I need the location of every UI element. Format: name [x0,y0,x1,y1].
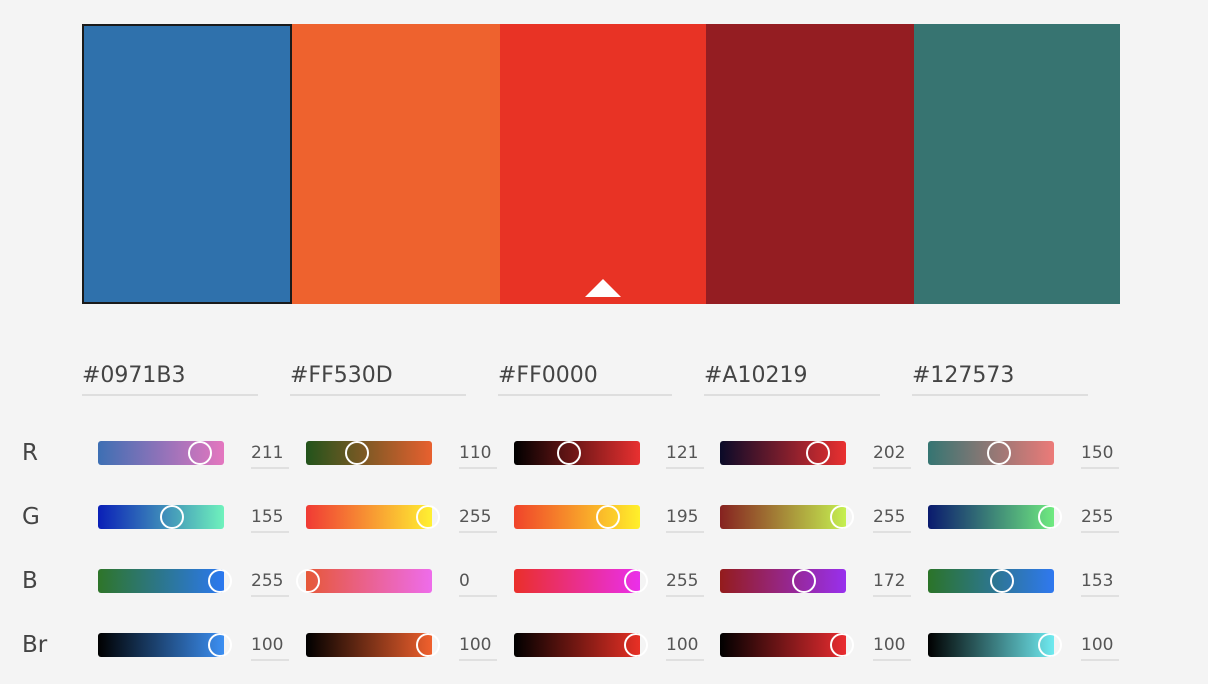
slider-b-5[interactable] [928,569,1054,593]
value-input-b-5[interactable] [1081,567,1119,597]
color-swatch-2[interactable] [292,24,500,304]
value-input-r-2[interactable] [459,439,497,469]
slider-g-3[interactable] [514,505,640,529]
color-swatch-3[interactable] [500,24,706,304]
slider-r-5[interactable] [928,441,1054,465]
hex-input-2[interactable] [290,356,466,396]
slider-thumb[interactable] [829,505,854,529]
slider-r-1[interactable] [98,441,224,465]
value-input-g-3[interactable] [666,503,704,533]
slider-b-2[interactable] [296,569,432,593]
slider-g-2[interactable] [306,505,440,529]
hex-input-5[interactable] [912,356,1088,396]
slider-b-3[interactable] [514,569,648,593]
value-input-r-3[interactable] [666,439,704,469]
color-swatch-strip [82,24,1120,304]
slider-r-3[interactable] [514,441,640,465]
value-input-b-2[interactable] [459,567,497,597]
slider-thumb[interactable] [623,569,648,593]
channel-label-br: Br [22,632,48,658]
value-input-b-4[interactable] [873,567,911,597]
slider-b-1[interactable] [98,569,232,593]
slider-thumb[interactable] [207,633,232,657]
slider-thumb[interactable] [187,441,212,465]
slider-g-4[interactable] [720,505,854,529]
value-input-g-2[interactable] [459,503,497,533]
slider-b-4[interactable] [720,569,846,593]
value-input-br-4[interactable] [873,631,911,661]
slider-thumb[interactable] [1037,633,1062,657]
value-input-g-4[interactable] [873,503,911,533]
slider-thumb[interactable] [207,569,232,593]
color-swatch-5[interactable] [914,24,1120,304]
hex-input-4[interactable] [704,356,880,396]
slider-g-5[interactable] [928,505,1062,529]
slider-thumb[interactable] [159,505,184,529]
slider-thumb[interactable] [415,505,440,529]
slider-br-2[interactable] [306,633,440,657]
value-input-br-5[interactable] [1081,631,1119,661]
slider-br-1[interactable] [98,633,232,657]
slider-br-4[interactable] [720,633,854,657]
slider-thumb[interactable] [989,569,1014,593]
slider-br-5[interactable] [928,633,1062,657]
slider-r-4[interactable] [720,441,846,465]
channel-label-g: G [22,504,40,530]
channel-label-r: R [22,440,38,466]
hex-input-3[interactable] [498,356,672,396]
value-input-r-1[interactable] [251,439,289,469]
hex-input-1[interactable] [82,356,258,396]
channel-label-b: B [22,568,38,594]
slider-thumb[interactable] [296,569,320,593]
slider-thumb[interactable] [1037,505,1062,529]
value-input-b-1[interactable] [251,567,289,597]
slider-thumb[interactable] [829,633,854,657]
value-input-r-5[interactable] [1081,439,1119,469]
slider-g-1[interactable] [98,505,224,529]
value-input-r-4[interactable] [873,439,911,469]
value-input-b-3[interactable] [666,567,704,597]
slider-thumb[interactable] [556,441,581,465]
slider-thumb[interactable] [791,569,816,593]
value-input-br-2[interactable] [459,631,497,661]
slider-thumb[interactable] [805,441,830,465]
color-swatch-4[interactable] [706,24,914,304]
value-input-br-1[interactable] [251,631,289,661]
slider-thumb[interactable] [623,633,648,657]
slider-br-3[interactable] [514,633,648,657]
slider-thumb[interactable] [345,441,370,465]
slider-thumb[interactable] [595,505,620,529]
value-input-g-5[interactable] [1081,503,1119,533]
color-swatch-1[interactable] [82,24,292,304]
slider-r-2[interactable] [306,441,432,465]
value-input-g-1[interactable] [251,503,289,533]
slider-thumb[interactable] [987,441,1012,465]
base-color-marker-icon [585,279,621,297]
value-input-br-3[interactable] [666,631,704,661]
slider-thumb[interactable] [415,633,440,657]
